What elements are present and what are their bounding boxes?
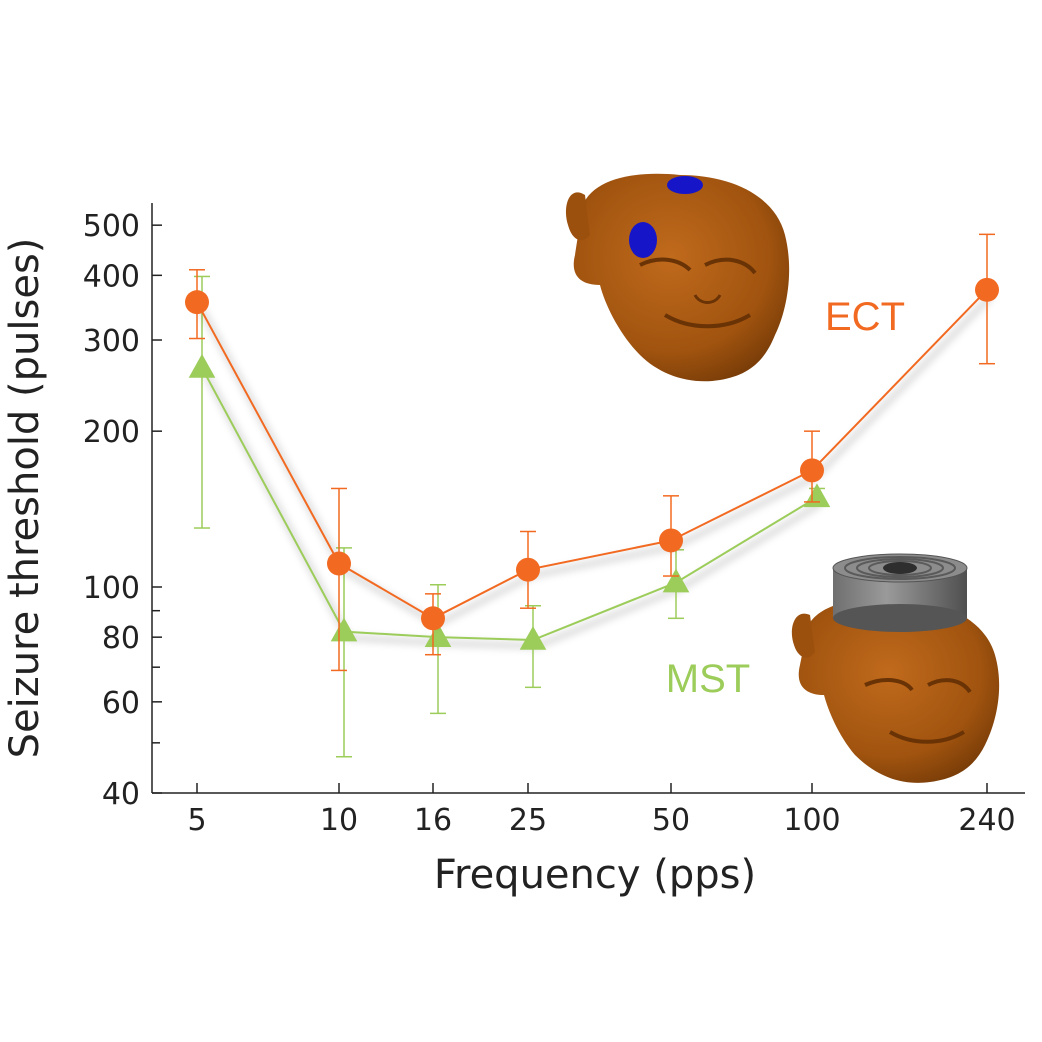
data-point-triangle <box>424 623 452 647</box>
ect-monkey-head-illustration <box>565 173 790 382</box>
plot-series <box>185 233 999 758</box>
y-tick-label: 80 <box>102 621 140 656</box>
y-tick-label: 200 <box>83 415 140 450</box>
x-axis-title: Frequency (pps) <box>434 852 756 898</box>
series-line <box>201 367 818 642</box>
data-point-circle <box>659 528 683 553</box>
x-tick-label: 50 <box>652 803 690 838</box>
data-point-circle <box>327 551 351 576</box>
y-tick-label: 300 <box>83 324 140 359</box>
data-point-triangle <box>188 353 216 378</box>
data-point-triangle <box>330 617 358 642</box>
y-tick-label: 100 <box>83 571 140 606</box>
series-label-mst: MST <box>666 657 750 701</box>
x-tick-label: 240 <box>958 803 1015 838</box>
x-tick-label: 100 <box>783 803 840 838</box>
data-point-circle <box>185 290 209 315</box>
y-axis-title: Seizure threshold (pulses) <box>2 238 48 759</box>
y-tick-label: 60 <box>102 686 140 721</box>
x-tick-label: 16 <box>414 803 452 838</box>
series-ect <box>185 233 999 672</box>
y-tick-label: 500 <box>83 209 140 244</box>
data-point-triangle <box>519 625 547 650</box>
electrode-top <box>667 176 703 194</box>
axes <box>151 203 1025 794</box>
magnetic-coil <box>832 553 968 632</box>
y-tick-label: 40 <box>102 777 140 812</box>
series-line-shadow <box>203 372 823 649</box>
x-tick-label: 5 <box>187 803 206 838</box>
electrode-side <box>629 222 657 258</box>
data-point-triangle <box>803 483 831 508</box>
series-mst <box>188 275 831 758</box>
data-point-circle <box>516 557 540 582</box>
mst-monkey-head-illustration <box>791 553 1000 783</box>
data-point-circle <box>800 458 824 483</box>
x-ticks: 5 10 16 25 50 100 240 <box>187 783 1016 838</box>
y-tick-label: 400 <box>83 259 140 294</box>
y-ticks: 40 60 80 100 200 300 400 500 <box>83 209 162 812</box>
data-point-circle <box>421 606 445 631</box>
x-tick-label: 25 <box>509 803 547 838</box>
data-point-circle <box>975 277 999 302</box>
series-label-ect: ECT <box>825 295 905 339</box>
data-point-triangle <box>662 568 690 593</box>
x-tick-label: 10 <box>320 803 358 838</box>
